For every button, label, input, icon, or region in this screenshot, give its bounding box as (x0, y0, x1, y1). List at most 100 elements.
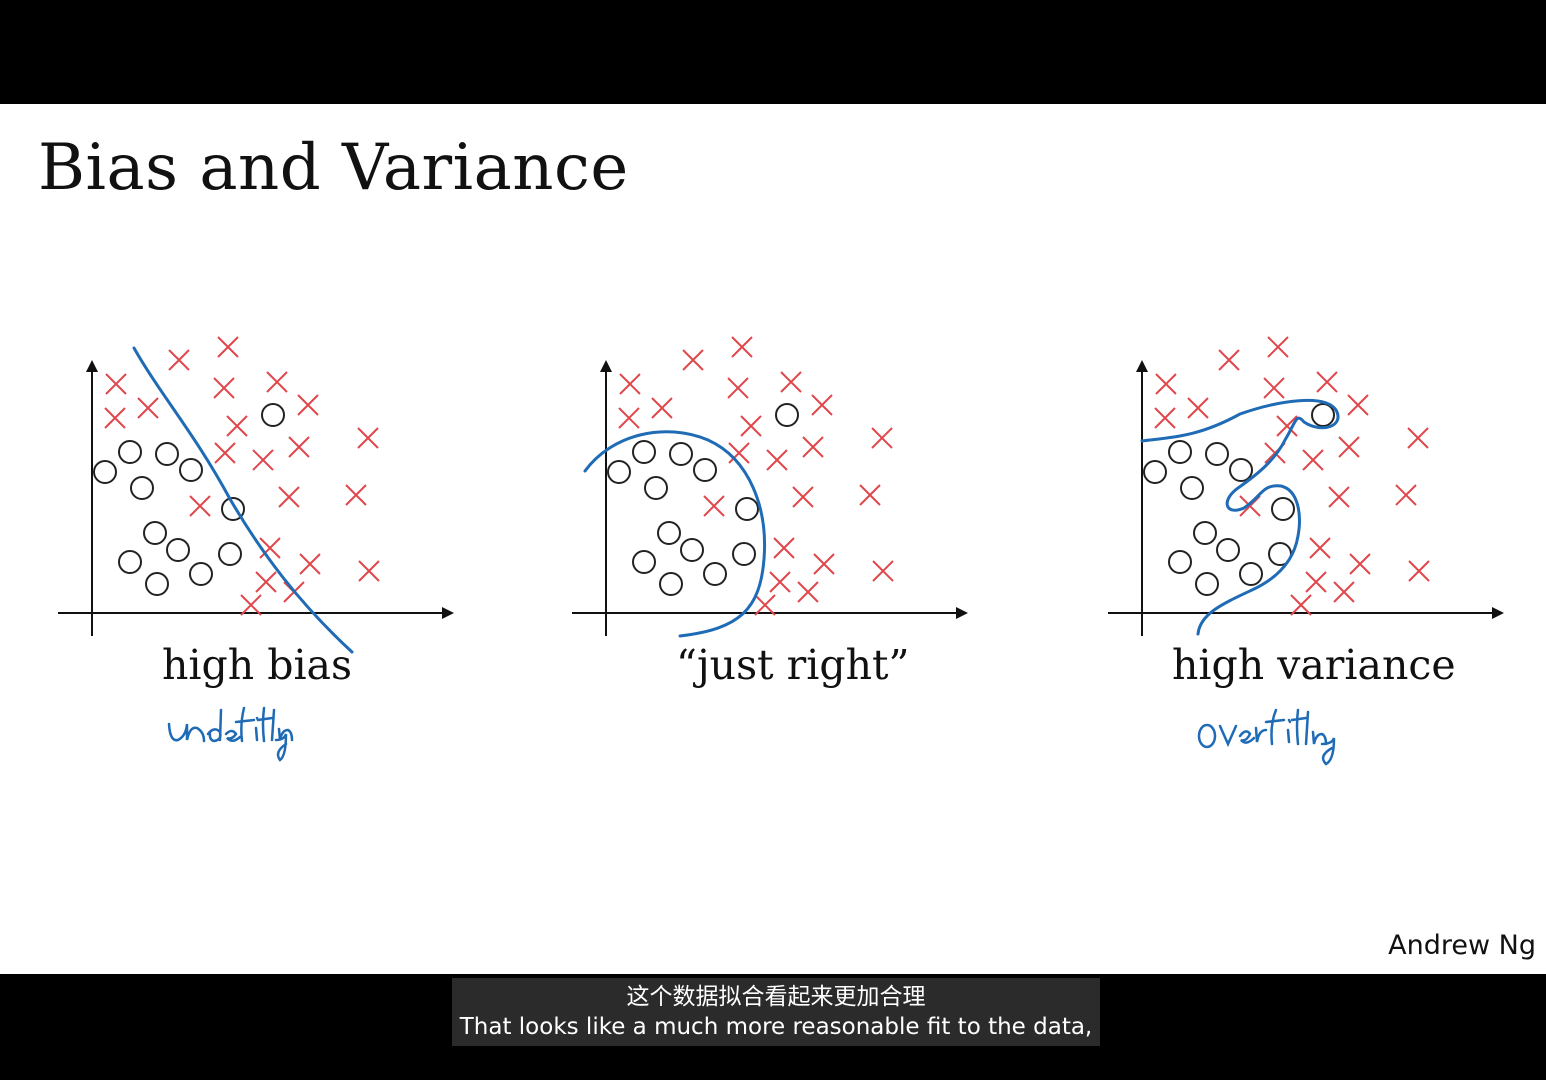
cross-point (189, 495, 211, 517)
panel-label-high-variance: high variance (1172, 641, 1456, 689)
cross-point (731, 336, 753, 358)
slide-title: Bias and Variance (38, 131, 629, 205)
circle-point (632, 440, 656, 464)
cross-point (872, 560, 894, 582)
cross-point (105, 373, 127, 395)
cross-point (813, 553, 835, 575)
cross-point (266, 371, 288, 393)
cross-point (217, 336, 239, 358)
circle-point (1229, 458, 1253, 482)
cross-point (1302, 449, 1324, 471)
circle-point (632, 550, 656, 574)
circle-point (1271, 497, 1295, 521)
circle-point (1311, 403, 1335, 427)
cross-point (1309, 537, 1331, 559)
cross-point (740, 415, 762, 437)
circle-point (130, 476, 154, 500)
cross-point (240, 594, 262, 616)
cross-point (619, 373, 641, 395)
cross-point (1187, 397, 1209, 419)
cross-point (1305, 571, 1327, 593)
circle-point (1143, 460, 1167, 484)
subtitle-english: That looks like a much more reasonable f… (459, 1014, 1093, 1040)
cross-point (802, 436, 824, 458)
circle-point (1239, 562, 1263, 586)
circle-point (659, 572, 683, 596)
circle-point (1193, 521, 1217, 545)
cross-point (1267, 336, 1289, 358)
cross-point (1218, 349, 1240, 371)
cross-point (1263, 377, 1285, 399)
cross-point (226, 415, 248, 437)
circle-point (1180, 476, 1204, 500)
cross-point (1276, 415, 1298, 437)
cross-point (1349, 553, 1371, 575)
cross-point (1155, 373, 1177, 395)
fit-curve-overfit (1140, 399, 1340, 636)
circle-point (732, 542, 756, 566)
panel-high-variance (1108, 336, 1504, 636)
cross-point (1347, 394, 1369, 416)
cross-point (703, 495, 725, 517)
circle-point (644, 476, 668, 500)
cross-point (297, 394, 319, 416)
circle-point (166, 538, 190, 562)
cross-point (168, 349, 190, 371)
circle-point (669, 442, 693, 466)
cross-point (871, 427, 893, 449)
letterbox-top (0, 0, 1546, 104)
cross-point (213, 377, 235, 399)
cross-point (104, 407, 126, 429)
cross-point (345, 484, 367, 506)
cross-point (1333, 581, 1355, 603)
cross-point (651, 397, 673, 419)
cross-point (1316, 371, 1338, 393)
cross-point (811, 394, 833, 416)
cross-point (299, 553, 321, 575)
circle-point (735, 497, 759, 521)
circle-point (693, 458, 717, 482)
cross-point (618, 407, 640, 429)
subtitle-caption: 这个数据拟合看起来更加合理 That looks like a much mor… (452, 978, 1100, 1046)
slide: Bias and Variance (0, 104, 1546, 974)
cross-point (728, 442, 750, 464)
cross-point (1154, 407, 1176, 429)
circle-point (145, 572, 169, 596)
panel-just-right (572, 336, 968, 636)
circle-point (218, 542, 242, 566)
cross-point (259, 537, 281, 559)
cross-point (797, 581, 819, 603)
circle-point (118, 440, 142, 464)
cross-point (137, 397, 159, 419)
circle-point (155, 442, 179, 466)
circle-point (775, 403, 799, 427)
panel-label-just-right: “just right” (676, 641, 910, 689)
cross-point (357, 427, 379, 449)
circle-point (1168, 440, 1192, 464)
cross-point (358, 560, 380, 582)
cross-point (754, 594, 776, 616)
cross-point (773, 537, 795, 559)
panel-label-high-bias: high bias (162, 641, 353, 689)
cross-point (1408, 560, 1430, 582)
cross-point (288, 436, 310, 458)
circle-point (1205, 442, 1229, 466)
cross-point (792, 486, 814, 508)
cross-point (682, 349, 704, 371)
cross-point (769, 571, 791, 593)
fit-line-linear (132, 346, 354, 654)
circle-point (657, 521, 681, 545)
author-credit: Andrew Ng (1388, 930, 1536, 961)
circle-point (261, 403, 285, 427)
cross-point (766, 449, 788, 471)
circle-point (703, 562, 727, 586)
fit-curve-just-right (583, 430, 767, 638)
subtitle-chinese: 这个数据拟合看起来更加合理 (626, 984, 926, 1010)
cross-point (278, 486, 300, 508)
circle-point (680, 538, 704, 562)
circle-point (221, 497, 245, 521)
diagram-panels (58, 336, 1504, 766)
cross-point (252, 449, 274, 471)
circle-point (1216, 538, 1240, 562)
